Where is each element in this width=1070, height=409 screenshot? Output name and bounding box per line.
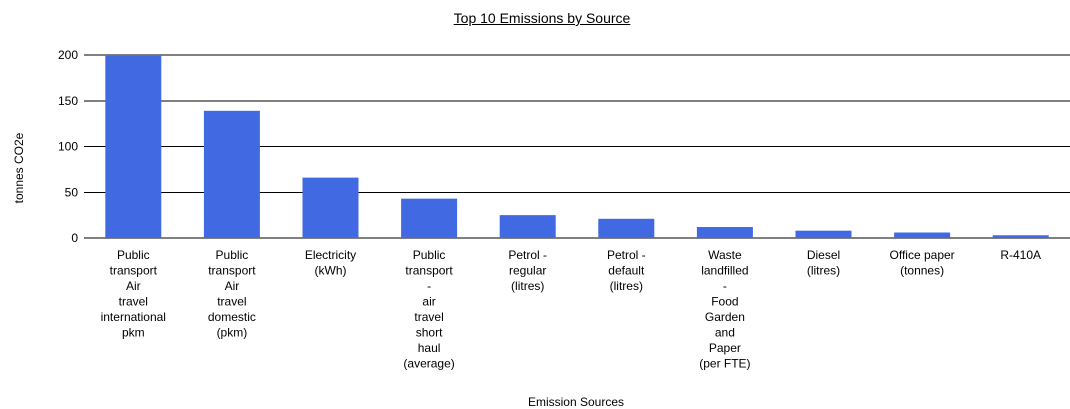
x-tick-label-line: (kWh) <box>315 264 347 278</box>
x-tick-label-line: haul <box>418 341 441 355</box>
x-tick-label-line: travel <box>414 310 443 324</box>
x-tick-label-line: air <box>422 295 435 309</box>
y-axis-ticks: 0 50 100 150 200 <box>58 48 78 245</box>
x-axis-tick-labels: Public transport Air travel international pkm… <box>101 248 1041 371</box>
bar <box>795 230 852 238</box>
bar <box>401 198 458 238</box>
x-tick-label-line: (pkm) <box>217 326 248 340</box>
bar <box>302 177 359 238</box>
x-tick-label-line: Petrol - <box>508 248 547 262</box>
bar <box>203 110 260 238</box>
y-tick-label: 0 <box>71 231 78 245</box>
x-tick-label-line: Electricity <box>305 248 356 262</box>
x-tick-label-line: R-410A <box>1000 248 1041 262</box>
x-tick-label: Public transport - air travel short haul (avera… <box>403 248 454 371</box>
chart-title: Top 10 Emissions by Source <box>453 10 631 26</box>
y-tick-label: 100 <box>58 140 78 154</box>
x-tick-label-line: (per FTE) <box>699 357 750 371</box>
x-tick-label-line: travel <box>119 295 148 309</box>
x-tick-label: Office paper (tonnes) <box>890 248 955 278</box>
x-tick-label-line: transport <box>405 264 453 278</box>
bar <box>992 235 1049 238</box>
x-tick-label-line: domestic <box>208 310 256 324</box>
x-tick-label-line: - <box>723 279 727 293</box>
x-tick-label-line: short <box>416 326 443 340</box>
y-tick-label: 200 <box>58 48 78 62</box>
x-tick-label: Waste landfilled - Food Garden and Paper (per F… <box>699 248 750 371</box>
x-tick-label-line: transport <box>110 264 158 278</box>
x-axis-title: Emission Sources <box>527 395 625 409</box>
x-tick-label-line: Paper <box>709 341 741 355</box>
x-tick-label-line: default <box>608 264 645 278</box>
x-tick-label-line: Diesel <box>807 248 840 262</box>
x-tick-label-line: travel <box>217 295 246 309</box>
x-tick-label: Public transport Air travel international pkm <box>101 248 166 340</box>
bar <box>499 215 556 238</box>
x-tick-label-line: (litres) <box>807 264 840 278</box>
bar <box>696 227 753 238</box>
x-tick-label-line: Petrol - <box>607 248 646 262</box>
x-tick-label-line: Air <box>126 279 141 293</box>
x-tick-label: Petrol - default (litres) <box>607 248 646 293</box>
y-tick-label: 50 <box>65 185 79 199</box>
x-tick-label-line: regular <box>509 264 546 278</box>
x-tick-label-line: (litres) <box>610 279 643 293</box>
x-tick-label: Diesel (litres) <box>807 248 840 278</box>
x-tick-label-line: transport <box>208 264 256 278</box>
x-tick-label-line: Food <box>711 295 738 309</box>
x-tick-label-line: international <box>101 310 166 324</box>
x-tick-label-line: Garden <box>705 310 745 324</box>
bar <box>598 218 655 238</box>
x-tick-label-line: Public <box>413 248 446 262</box>
x-tick-label: Petrol - regular (litres) <box>508 248 547 293</box>
x-tick-label-line: (average) <box>403 357 454 371</box>
x-tick-label: Electricity (kWh) <box>305 248 356 278</box>
x-tick-label: R-410A <box>1000 248 1041 262</box>
x-tick-label-line: - <box>427 279 431 293</box>
bars <box>105 55 1049 238</box>
bar <box>105 55 162 238</box>
x-tick-label: Public transport Air travel domestic (pkm) <box>208 248 256 340</box>
x-tick-label-line: and <box>715 326 735 340</box>
bar <box>894 232 951 238</box>
x-tick-label-line: Waste <box>708 248 742 262</box>
x-tick-label-line: Public <box>216 248 249 262</box>
x-tick-label-line: Public <box>117 248 150 262</box>
x-tick-label-line: Air <box>225 279 240 293</box>
x-tick-label-line: (tonnes) <box>900 264 944 278</box>
x-tick-label-line: pkm <box>122 326 145 340</box>
y-tick-label: 150 <box>58 94 78 108</box>
x-tick-label-line: landfilled <box>701 264 748 278</box>
x-tick-label-line: Office paper <box>890 248 955 262</box>
x-tick-label-line: (litres) <box>511 279 544 293</box>
